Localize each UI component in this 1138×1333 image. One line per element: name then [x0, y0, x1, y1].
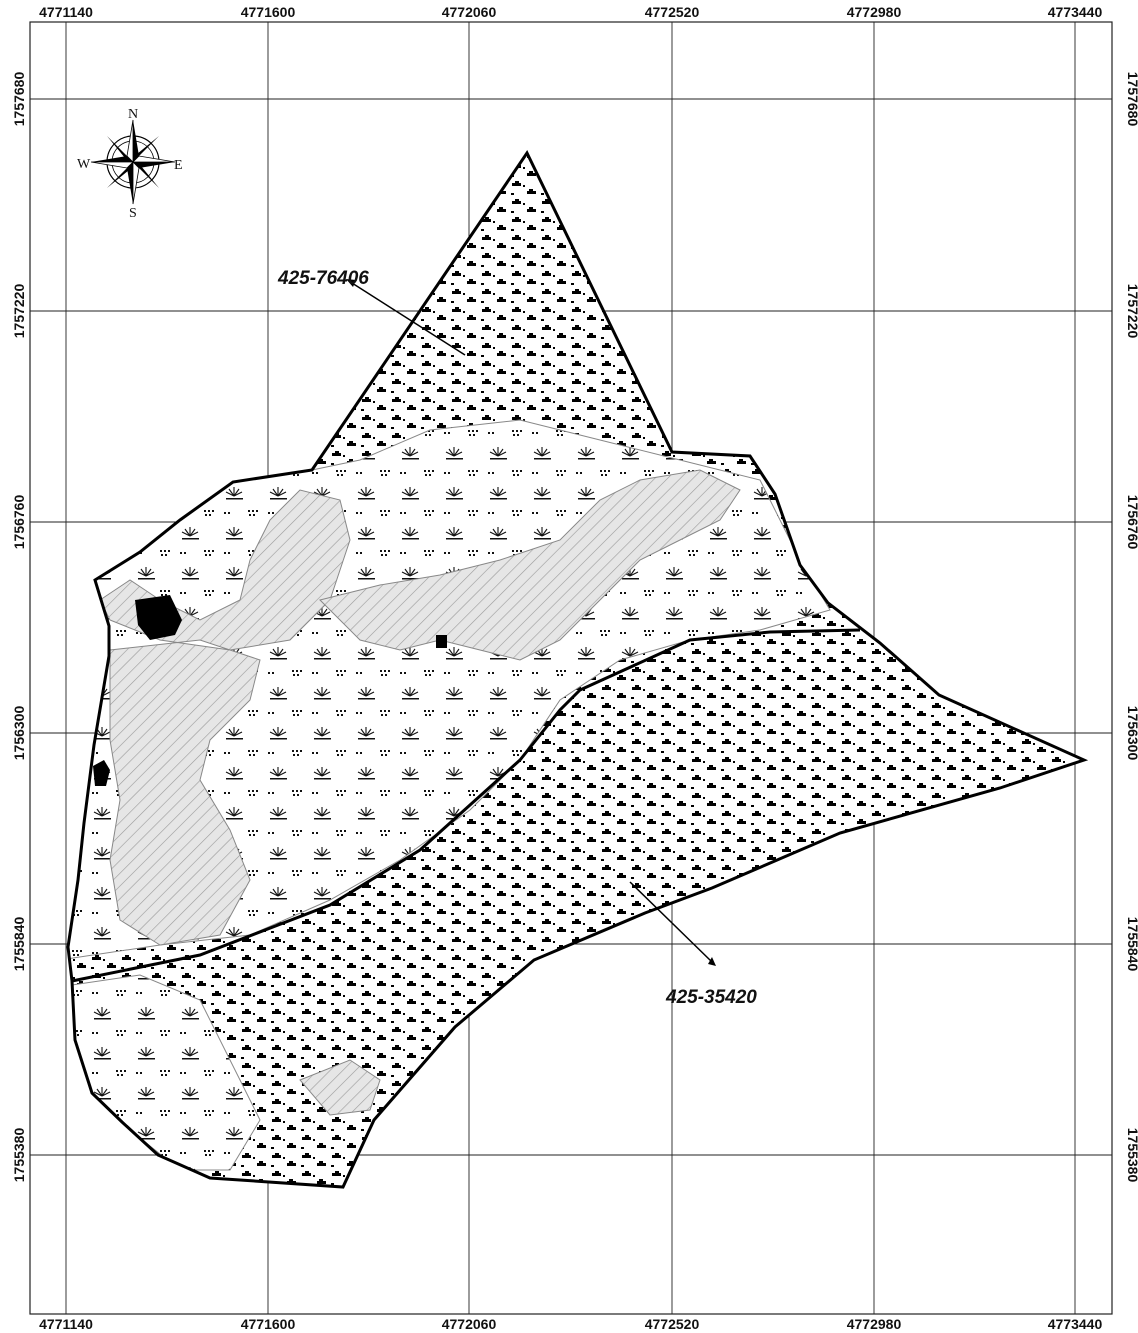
- x-tick-bottom: 4771600: [241, 1316, 296, 1332]
- y-tick-left: 1757220: [11, 284, 27, 339]
- y-tick-right: 1757680: [1125, 72, 1138, 127]
- x-tick-bottom: 4772520: [645, 1316, 700, 1332]
- x-tick-bottom: 4772980: [847, 1316, 902, 1332]
- y-tick-right: 1757220: [1125, 284, 1138, 339]
- x-tick-bottom: 4771140: [39, 1316, 93, 1332]
- compass-west: W: [77, 157, 91, 172]
- parcel-label-south: 425-35420: [665, 987, 757, 1008]
- y-tick-left: 1756300: [11, 706, 27, 761]
- y-tick-left: 1755840: [11, 917, 27, 972]
- compass-north: N: [128, 107, 138, 122]
- parcel-label-north: 425-76406: [277, 268, 369, 289]
- x-tick-top: 4772980: [847, 4, 902, 20]
- y-tick-left: 1757680: [11, 72, 27, 127]
- hatched-zone-south: [299, 1059, 381, 1116]
- x-tick-labels-top: 4771140 4771600 4772060 4772520 4772980 …: [39, 4, 1102, 20]
- y-tick-labels-right: 1757680 1757220 1756760 1756300 1755840 …: [1125, 72, 1138, 1183]
- x-tick-labels-bottom: 4771140 4771600 4772060 4772520 4772980 …: [39, 1316, 1102, 1332]
- x-tick-top: 4772060: [442, 4, 497, 20]
- x-tick-top: 4771600: [241, 4, 296, 20]
- x-tick-top: 4771140: [39, 4, 93, 20]
- building-large: [135, 595, 182, 640]
- y-tick-left: 1755380: [11, 1128, 27, 1183]
- x-tick-bottom: 4773440: [1048, 1316, 1103, 1332]
- y-tick-right: 1755380: [1125, 1128, 1138, 1183]
- compass-south: S: [129, 206, 137, 221]
- parcel-leaders: [346, 279, 716, 966]
- building-small: [436, 635, 447, 648]
- y-tick-right: 1755840: [1125, 917, 1138, 972]
- y-tick-right: 1756300: [1125, 706, 1138, 761]
- compass-east: E: [174, 158, 183, 173]
- x-tick-bottom: 4772060: [442, 1316, 497, 1332]
- y-tick-left: 1756760: [11, 495, 27, 550]
- y-tick-labels-left: 1757680 1757220 1756760 1756300 1755840 …: [11, 72, 27, 1183]
- map-border: [29, 21, 1113, 1315]
- parcel-boundary: [71, 628, 861, 983]
- study-area-outline: [66, 150, 1089, 1189]
- x-tick-top: 4773440: [1048, 4, 1103, 20]
- compass-rose: N S E W: [77, 107, 183, 221]
- y-tick-right: 1756760: [1125, 495, 1138, 550]
- x-tick-top: 4772520: [645, 4, 700, 20]
- building-west: [93, 760, 110, 786]
